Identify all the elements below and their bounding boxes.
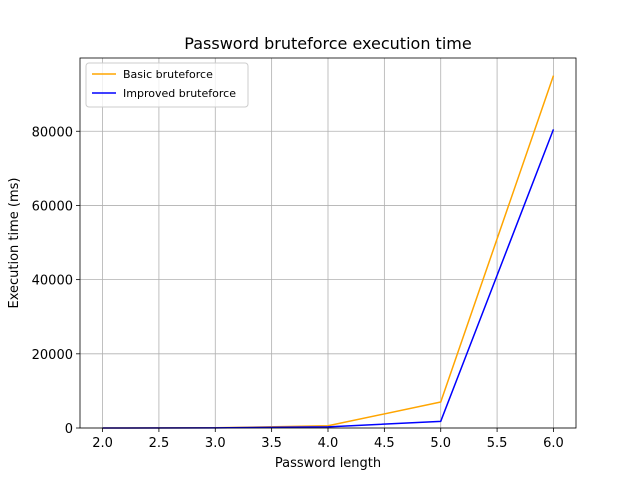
x-tick-label: 5.5 xyxy=(487,436,508,451)
x-tick-label: 2.5 xyxy=(149,436,170,451)
y-axis-ticks: 0 20000 40000 60000 80000 xyxy=(32,125,80,437)
legend-box xyxy=(85,62,249,108)
legend: Basic bruteforce Improved bruteforce xyxy=(85,62,249,108)
chart-title: Password bruteforce execution time xyxy=(184,34,471,53)
x-tick-label: 4.5 xyxy=(374,436,395,451)
x-axis-ticks: 2.0 2.5 3.0 3.5 4.0 4.5 5.0 5.5 6.0 xyxy=(92,428,564,451)
legend-label-improved: Improved bruteforce xyxy=(123,87,236,100)
x-axis-label: Password length xyxy=(275,456,381,471)
y-axis-label: Execution time (ms) xyxy=(7,177,22,308)
y-tick-label: 0 xyxy=(65,422,73,437)
y-tick-label: 20000 xyxy=(32,348,73,363)
x-tick-label: 6.0 xyxy=(543,436,564,451)
legend-label-basic: Basic bruteforce xyxy=(123,68,213,81)
y-tick-label: 40000 xyxy=(32,274,73,289)
x-tick-label: 4.0 xyxy=(318,436,339,451)
y-tick-label: 80000 xyxy=(32,125,73,140)
grid-lines xyxy=(80,58,576,429)
x-tick-label: 3.0 xyxy=(205,436,226,451)
x-tick-label: 3.5 xyxy=(261,436,282,451)
x-tick-label: 5.0 xyxy=(430,436,451,451)
y-tick-label: 60000 xyxy=(32,199,73,214)
x-tick-label: 2.0 xyxy=(92,436,113,451)
